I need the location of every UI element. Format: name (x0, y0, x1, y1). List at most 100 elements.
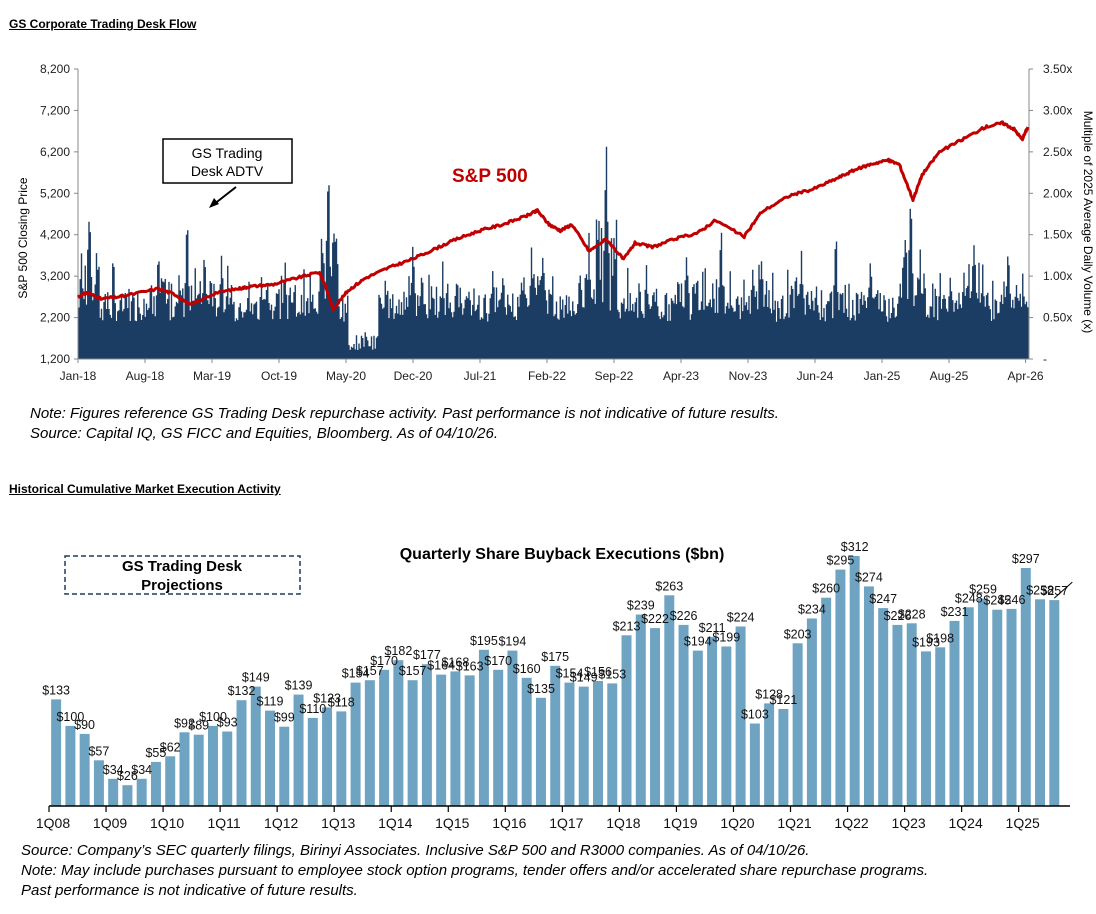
buyback-bar (1006, 608, 1017, 806)
buyback-bar (136, 778, 147, 806)
buyback-value-label: $222 (641, 612, 669, 626)
buyback-value-label: $110 (299, 702, 326, 716)
buyback-value-label: $211 (699, 621, 726, 635)
buyback-value-label: $128 (755, 687, 783, 701)
buyback-value-label: $170 (484, 654, 512, 668)
buyback-bar (193, 734, 204, 806)
buyback-bar (920, 651, 931, 806)
x-tick-label: Jan-18 (60, 369, 97, 383)
projections-legend-line2: Projections (141, 577, 223, 594)
buyback-bar (678, 624, 689, 806)
buyback-value-label: $199 (712, 631, 740, 645)
buyback-bar (593, 681, 603, 806)
buyback-bar (436, 674, 447, 806)
buyback-category-label: 1Q12 (264, 815, 298, 831)
y-tick-label: 8,200 (40, 62, 70, 76)
buyback-value-label: $234 (798, 603, 826, 617)
x-tick-label: Aug-18 (126, 369, 165, 383)
buyback-bar (265, 710, 276, 806)
buyback-value-label: $103 (741, 708, 769, 722)
buyback-value-label: $133 (42, 683, 70, 697)
x-tick-label: Jul-21 (464, 369, 497, 383)
buyback-bar (535, 697, 546, 806)
buyback-value-label: $100 (199, 710, 227, 724)
buyback-value-label: $226 (670, 609, 698, 623)
buyback-category-label: 1Q17 (549, 815, 583, 831)
buyback-category-label: 1Q13 (321, 815, 355, 831)
buyback-bar (721, 646, 732, 806)
buyback-value-label: $90 (74, 718, 95, 732)
x-tick-label: Apr-26 (1008, 369, 1044, 383)
buyback-chart-title: Quarterly Share Buyback Executions ($bn) (400, 546, 725, 563)
adtv-bar-series (78, 146, 1029, 359)
sp500-line (76, 120, 1030, 312)
buyback-value-label: $198 (926, 631, 954, 645)
buyback-bar (521, 677, 532, 806)
buyback-bar (735, 626, 746, 806)
buyback-bar (906, 623, 917, 806)
y-tick-label: 7,200 (40, 103, 70, 117)
buyback-bar (279, 726, 290, 806)
y-tick-label: 4,200 (40, 228, 70, 242)
y2-tick-label: - (1043, 352, 1047, 366)
buyback-bar (749, 723, 760, 806)
buyback-category-label: 1Q20 (720, 815, 754, 831)
buyback-bar (935, 647, 946, 806)
x-tick-label: Dec-20 (394, 369, 433, 383)
buyback-bar (1035, 599, 1046, 806)
buyback-value-label: $248 (955, 591, 983, 605)
buyback-bar (507, 650, 518, 806)
buyback-value-label: $99 (274, 711, 295, 725)
buyback-value-label: $224 (727, 611, 755, 625)
buyback-bar (564, 682, 575, 806)
buyback-value-label: $194 (684, 635, 712, 649)
buyback-bar (892, 624, 903, 806)
y2-tick-label: 2.50x (1043, 145, 1072, 159)
x-tick-label: Sep-22 (595, 369, 634, 383)
y-tick-label: 1,200 (40, 352, 70, 366)
buyback-bar (236, 700, 247, 806)
y2-tick-label: 2.00x (1043, 186, 1072, 200)
buyback-value-label: $139 (285, 679, 313, 693)
adtv-annotation-box (162, 138, 293, 184)
buyback-value-label: $170 (370, 654, 398, 668)
buyback-value-label: $297 (1012, 552, 1040, 566)
buyback-value-label: $26 (117, 769, 138, 783)
buyback-category-label: 1Q16 (492, 815, 526, 831)
buyback-bar (978, 598, 988, 806)
buyback-value-labels: $133$100$90$57$34$26$34$55$62$92$89$100$… (42, 540, 1073, 783)
buyback-value-label: $182 (384, 644, 412, 658)
buyback-value-label: $92 (174, 716, 195, 730)
buyback-value-label: $194 (498, 635, 526, 649)
buyback-bar (222, 731, 233, 806)
buyback-bar (364, 680, 375, 806)
buyback-bar (863, 586, 874, 806)
buyback-bar (692, 650, 703, 806)
top-note-line1: Note: Figures reference GS Trading Desk … (30, 405, 779, 422)
y2-tick-label: 0.50x (1043, 311, 1072, 325)
buyback-bar (122, 785, 133, 806)
x-tick-label: Mar-19 (193, 369, 231, 383)
buyback-bar (992, 609, 1003, 806)
buyback-value-label: $260 (812, 582, 840, 596)
y-tick-label: 6,200 (40, 145, 70, 159)
top-axes: 1,200 2,200 3,200 4,200 5,200 6,200 7,200 8,200… (40, 62, 1072, 383)
buyback-value-label: $89 (188, 719, 209, 733)
buyback-bar (835, 569, 846, 806)
buyback-value-label: $193 (912, 635, 940, 649)
buyback-bar (393, 660, 404, 806)
buyback-bar (65, 725, 76, 806)
buyback-bar (307, 717, 318, 806)
buyback-value-label: $228 (898, 607, 926, 621)
buyback-category-label: 1Q24 (949, 815, 983, 831)
buyback-bar (1049, 600, 1060, 806)
bottom-note-line2: Note: May include purchases pursuant to … (21, 862, 929, 879)
buyback-value-label: $34 (103, 763, 124, 777)
buyback-bar (79, 733, 90, 806)
buyback-category-label: 1Q23 (891, 815, 925, 831)
buyback-bar (464, 675, 475, 806)
buyback-value-label: $257 (1040, 584, 1068, 598)
buyback-value-label: $62 (160, 740, 181, 754)
bottom-note-line3: Past performance is not indicative of fu… (21, 882, 358, 899)
buyback-bar (208, 725, 218, 806)
